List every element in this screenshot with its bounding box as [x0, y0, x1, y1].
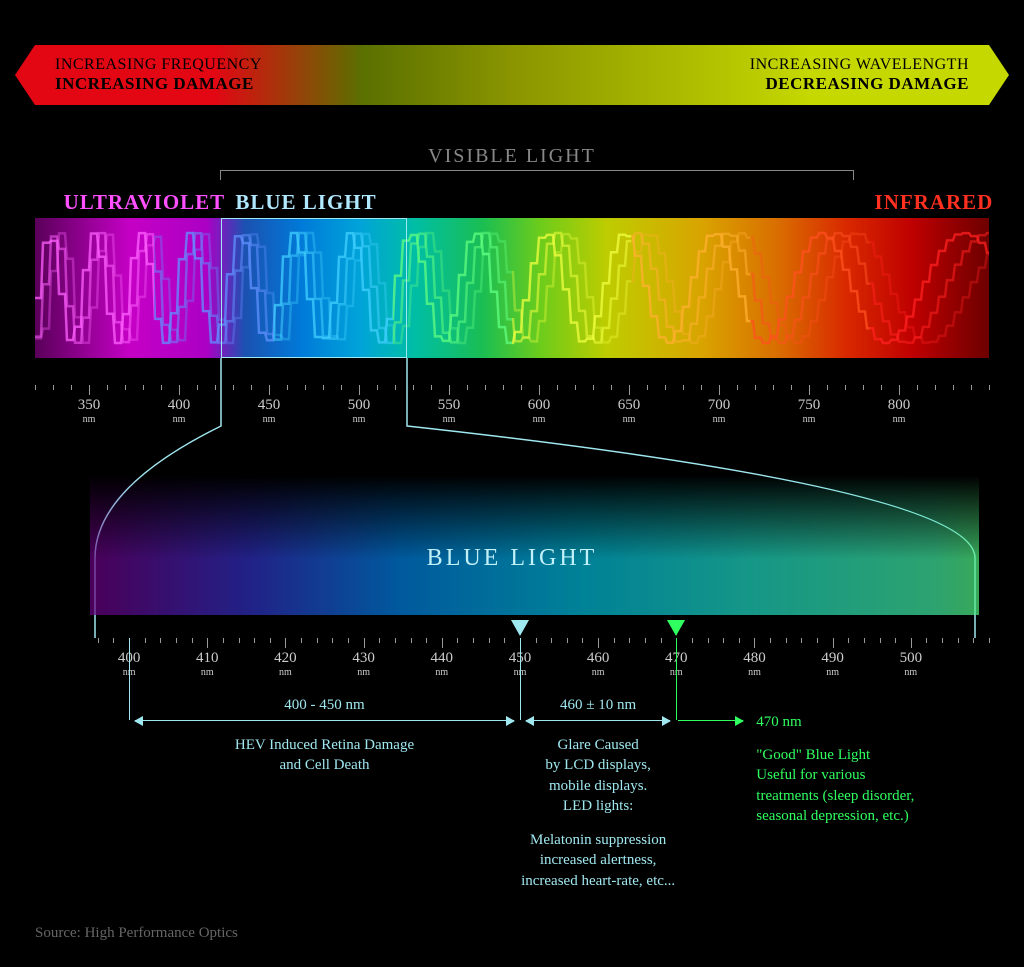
header-right-arrow: INCREASING WAVELENGTH DECREASING DAMAGE: [512, 45, 989, 105]
hev-description: HEV Induced Retina Damageand Cell Death: [109, 735, 540, 776]
wavelength-ruler-blue: 400nm410nm420nm430nm440nm450nm460nm470nm…: [35, 638, 989, 683]
spectrum: ULTRAVIOLET BLUE LIGHT INFRARED: [35, 190, 989, 360]
ruler-tick-420: 420nm: [274, 650, 297, 678]
header-left-line2: INCREASING DAMAGE: [55, 74, 492, 94]
ruler-tick-500: 500nm: [900, 650, 923, 678]
marker-470nm: [667, 620, 685, 636]
hev-range-label: 400 - 450 nm: [129, 695, 520, 715]
zoom-title: BLUE LIGHT: [427, 545, 598, 572]
header-arrows: INCREASING FREQUENCY INCREASING DAMAGE I…: [35, 45, 989, 105]
ruler-tick-700: 700nm: [708, 397, 731, 425]
visible-light-bracket: [220, 170, 854, 180]
wavelength-ruler-full: 350nm 400nm 450nm 500nm 550nm 600nm 650nm 700nm…: [35, 385, 989, 430]
ruler-tick-480: 480nm: [743, 650, 766, 678]
glare-description-2: Melatonin suppressionincreased alertness…: [480, 830, 716, 891]
ruler-tick-450: 450nm: [258, 397, 281, 425]
header-right-line1: INCREASING WAVELENGTH: [750, 56, 969, 74]
annotations: 400 - 450 nm HEV Induced Retina Damagean…: [35, 680, 989, 967]
spectrum-waves: [35, 218, 989, 358]
infrared-label: INFRARED: [875, 190, 994, 215]
ruler-tick-550: 550nm: [438, 397, 461, 425]
marker-450nm: [511, 620, 529, 636]
good-blue-description: "Good" Blue LightUseful for varioustreat…: [756, 745, 1006, 826]
source-attribution: Source: High Performance Optics: [35, 925, 238, 942]
ruler-tick-350: 350nm: [78, 397, 101, 425]
header-left-line1: INCREASING FREQUENCY: [55, 56, 492, 74]
ruler-tick-800: 800nm: [888, 397, 911, 425]
good-blue-boundary: [676, 638, 677, 720]
ruler-tick-460: 460nm: [587, 650, 610, 678]
blue-light-label: BLUE LIGHT: [235, 190, 376, 215]
ultraviolet-label: ULTRAVIOLET: [64, 190, 226, 215]
good-blue-range-label: 470 nm: [756, 712, 916, 732]
ruler-tick-410: 410nm: [196, 650, 219, 678]
ruler-tick-500: 500nm: [348, 397, 371, 425]
visible-light-label: VISIBLE LIGHT: [428, 145, 596, 168]
good-blue-arrow: [678, 720, 743, 721]
ruler-tick-400: 400nm: [168, 397, 191, 425]
ruler-tick-650: 650nm: [618, 397, 641, 425]
glare-description-1: Glare Causedby LCD displays,mobile displ…: [500, 735, 696, 816]
header-right-line2: DECREASING DAMAGE: [765, 74, 969, 94]
hev-range-arrow: [135, 720, 514, 721]
blue-light-zoom: BLUE LIGHT: [35, 435, 989, 635]
blue-light-highlight-box: [221, 218, 407, 358]
glare-range-label: 460 ± 10 nm: [520, 695, 676, 715]
glare-range-arrow: [526, 720, 670, 721]
header-left-arrow: INCREASING FREQUENCY INCREASING DAMAGE: [35, 45, 512, 105]
ruler-tick-440: 440nm: [431, 650, 454, 678]
ruler-tick-750: 750nm: [798, 397, 821, 425]
ruler-tick-490: 490nm: [821, 650, 844, 678]
ruler-tick-600: 600nm: [528, 397, 551, 425]
ruler-tick-430: 430nm: [352, 650, 375, 678]
